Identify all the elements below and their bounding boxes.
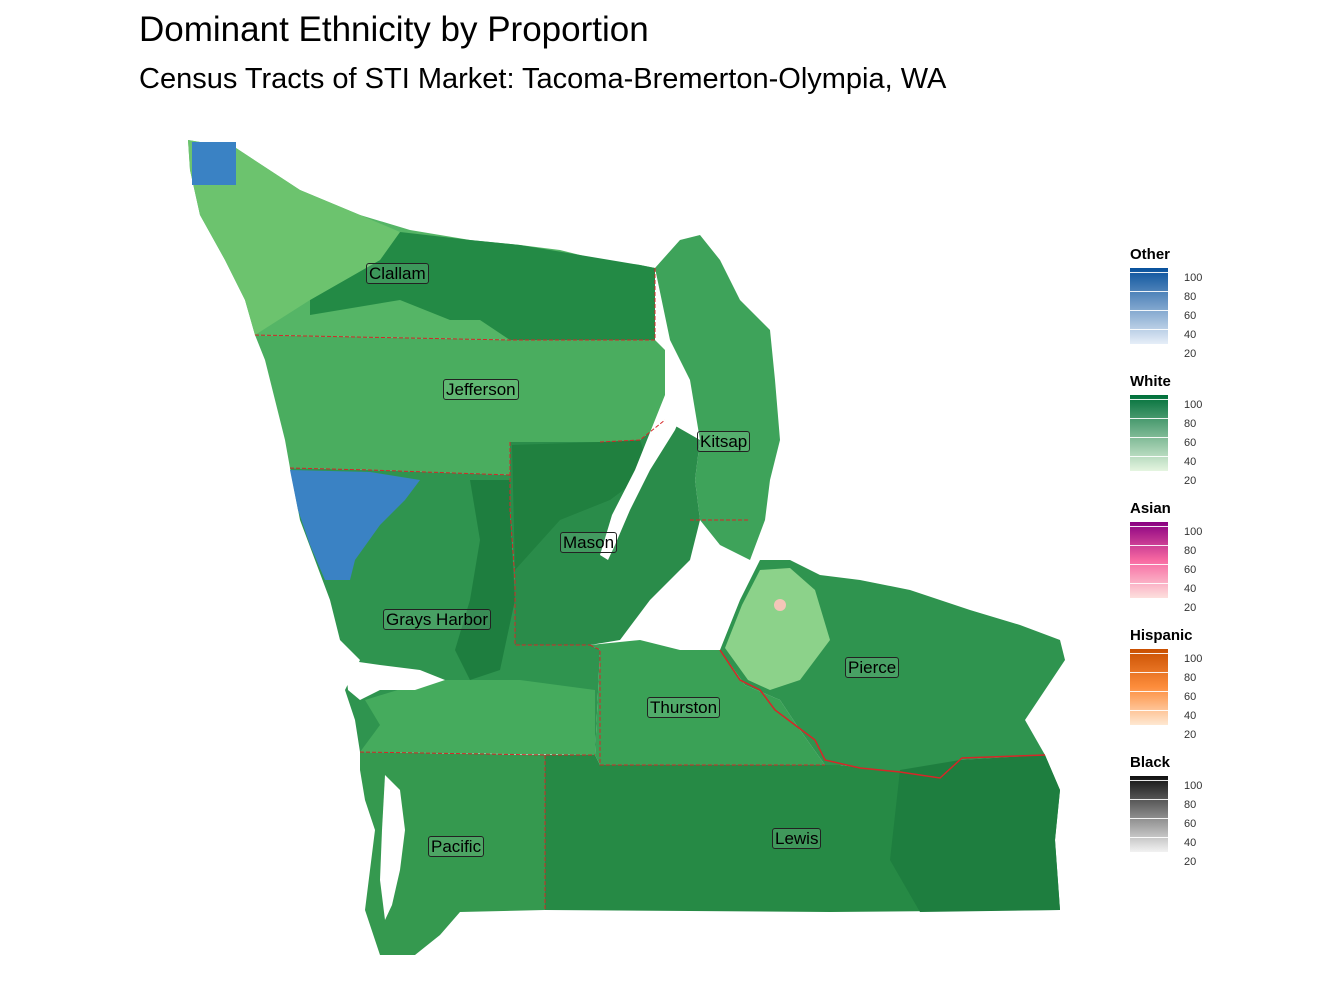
legend-tick-mark bbox=[1130, 653, 1168, 654]
legend-tick-mark bbox=[1130, 456, 1168, 457]
county-label-pacific: Pacific bbox=[428, 836, 485, 857]
legend-tick: 40 bbox=[1184, 329, 1197, 341]
legend-tick-mark bbox=[1130, 399, 1168, 400]
county-kitsap bbox=[655, 235, 780, 560]
legend-color-bar bbox=[1130, 522, 1168, 598]
legend-tick-mark bbox=[1130, 564, 1168, 565]
grays-harbor-other-tract bbox=[290, 470, 420, 580]
legend-title: Black bbox=[1130, 754, 1171, 771]
legend-tick-mark bbox=[1130, 780, 1168, 781]
county-label-grays-harbor: Grays Harbor bbox=[383, 609, 492, 630]
legend-tick: 100 bbox=[1184, 653, 1203, 665]
legend-asian: Asian 100 80 60 40 20 bbox=[1130, 500, 1240, 620]
legend-tick-mark bbox=[1130, 310, 1168, 311]
legend-tick-mark bbox=[1130, 418, 1168, 419]
clallam-other-tract bbox=[192, 142, 236, 185]
county-label-clallam: Clallam bbox=[366, 263, 429, 284]
legend-tick-mark bbox=[1130, 583, 1168, 584]
grays-harbor-bay-water bbox=[345, 660, 445, 700]
legend-tick-mark bbox=[1130, 691, 1168, 692]
legend-tick-mark bbox=[1130, 291, 1168, 292]
legend-white: White 100 80 60 40 20 bbox=[1130, 373, 1240, 493]
puget-sound-water bbox=[700, 540, 740, 650]
legend-tick: 60 bbox=[1184, 691, 1197, 703]
legend-tick: 80 bbox=[1184, 418, 1197, 430]
legend-tick: 60 bbox=[1184, 818, 1197, 830]
map-outline bbox=[188, 140, 1065, 955]
legend-color-bar bbox=[1130, 268, 1168, 344]
county-label-mason: Mason bbox=[560, 532, 618, 553]
county-jefferson bbox=[255, 335, 665, 475]
county-label-pierce: Pierce bbox=[845, 657, 900, 678]
legend-tick: 40 bbox=[1184, 583, 1197, 595]
clallam-west-tracts bbox=[188, 140, 400, 335]
legend-tick: 60 bbox=[1184, 437, 1197, 449]
legend-tick-mark bbox=[1130, 672, 1168, 673]
legend-tick: 40 bbox=[1184, 456, 1197, 468]
legend-tick: 40 bbox=[1184, 837, 1197, 849]
grays-harbor-dark-tracts bbox=[455, 480, 515, 680]
legend-tick-mark bbox=[1130, 837, 1168, 838]
legend-tick-mark bbox=[1130, 710, 1168, 711]
legend-title: Other bbox=[1130, 246, 1171, 263]
legend-tick: 80 bbox=[1184, 291, 1197, 303]
county-label-kitsap: Kitsap bbox=[697, 431, 751, 452]
legend-color-bar bbox=[1130, 649, 1168, 725]
legend-tick: 40 bbox=[1184, 710, 1197, 722]
lewis-east-tracts bbox=[890, 755, 1060, 912]
legend-color-bar bbox=[1130, 776, 1168, 852]
legend-title: Asian bbox=[1130, 500, 1171, 517]
legend-black: Black 100 80 60 40 20 bbox=[1130, 754, 1240, 874]
willapa-bay-water bbox=[380, 775, 405, 920]
legend-title: Hispanic bbox=[1130, 627, 1193, 644]
legend-tick: 100 bbox=[1184, 399, 1203, 411]
legend-tick: 20 bbox=[1184, 475, 1197, 487]
legend-tick-mark bbox=[1130, 799, 1168, 800]
mason-north-tracts bbox=[512, 440, 650, 570]
county-label-jefferson: Jefferson bbox=[443, 379, 519, 400]
legend-tick: 60 bbox=[1184, 310, 1197, 322]
county-borders bbox=[254, 268, 825, 910]
legend-tick: 20 bbox=[1184, 602, 1197, 614]
legend-tick: 100 bbox=[1184, 272, 1203, 284]
legend-tick: 80 bbox=[1184, 799, 1197, 811]
legend-tick: 80 bbox=[1184, 672, 1197, 684]
pierce-mixed-tract bbox=[774, 599, 786, 611]
legend-tick-mark bbox=[1130, 437, 1168, 438]
legend-tick: 20 bbox=[1184, 729, 1197, 741]
pierce-thurston-border bbox=[719, 649, 1046, 779]
legend-tick-mark bbox=[1130, 329, 1168, 330]
county-thurston bbox=[590, 640, 825, 765]
legend-tick: 80 bbox=[1184, 545, 1197, 557]
legend-other: Other 100 80 60 40 20 bbox=[1130, 246, 1240, 366]
legend-tick: 60 bbox=[1184, 564, 1197, 576]
legend-tick-mark bbox=[1130, 272, 1168, 273]
legend-hispanic: Hispanic 100 80 60 40 20 bbox=[1130, 627, 1240, 747]
legend-tick: 100 bbox=[1184, 526, 1203, 538]
county-pacific bbox=[360, 752, 545, 955]
legend-tick-mark bbox=[1130, 818, 1168, 819]
legend-tick: 100 bbox=[1184, 780, 1203, 792]
legend-tick-mark bbox=[1130, 526, 1168, 527]
legend-tick: 20 bbox=[1184, 856, 1197, 868]
grays-harbor-south-tracts bbox=[360, 680, 595, 755]
legend-tick: 20 bbox=[1184, 348, 1197, 360]
legend-tick-mark bbox=[1130, 545, 1168, 546]
county-label-thurston: Thurston bbox=[647, 697, 721, 718]
map-title: Dominant Ethnicity by Proportion bbox=[139, 10, 649, 49]
clallam-east-tracts bbox=[310, 232, 655, 340]
hood-canal-water bbox=[600, 380, 690, 560]
map-subtitle: Census Tracts of STI Market: Tacoma-Brem… bbox=[139, 63, 947, 95]
legend-color-bar bbox=[1130, 395, 1168, 471]
legend-title: White bbox=[1130, 373, 1171, 390]
county-label-lewis: Lewis bbox=[772, 828, 822, 849]
pierce-urban-tracts bbox=[725, 568, 830, 690]
